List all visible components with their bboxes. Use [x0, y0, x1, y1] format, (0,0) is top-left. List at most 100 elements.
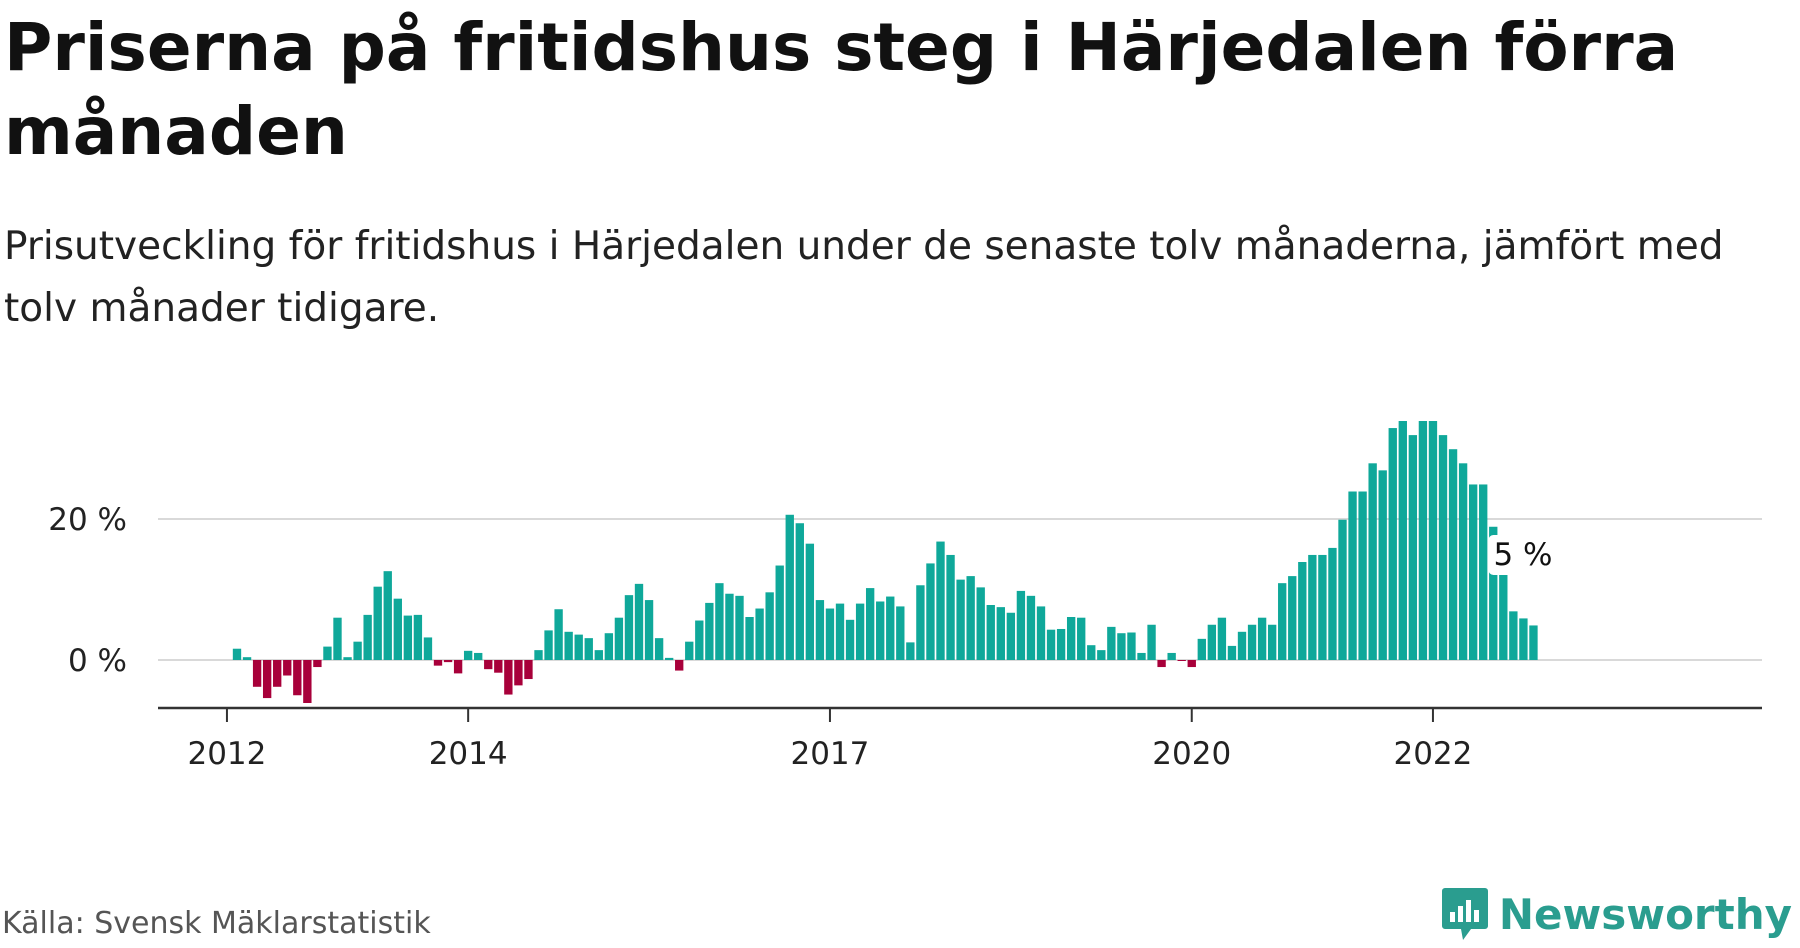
bar: [675, 660, 684, 671]
x-tick-label: 2014: [429, 736, 508, 772]
bar: [484, 660, 493, 670]
bar: [1257, 617, 1267, 660]
bar: [1398, 421, 1407, 660]
bar: [1448, 449, 1458, 660]
bar: [1077, 617, 1086, 660]
bar: [1368, 463, 1377, 660]
bar: [1267, 624, 1277, 660]
bar: [1127, 632, 1136, 660]
bar: [1187, 660, 1196, 668]
bar: [293, 660, 302, 696]
bar: [1006, 612, 1016, 660]
chart-title: Priserna på fritidshus steg i Härjedalen…: [4, 9, 1679, 170]
bar: [1197, 638, 1206, 660]
bar: [685, 641, 694, 660]
bar: [413, 614, 423, 660]
bar: [1338, 519, 1347, 660]
bar: [725, 593, 734, 660]
bar: [313, 660, 322, 668]
bar: [906, 642, 915, 661]
bar: [584, 638, 593, 660]
bar: [755, 608, 764, 660]
bar: [1418, 421, 1428, 660]
bar: [574, 634, 583, 660]
bar: [353, 641, 362, 660]
bar: [1137, 652, 1146, 660]
bar: [956, 579, 965, 660]
bar: [474, 652, 483, 660]
bar: [896, 606, 905, 660]
bar: [614, 617, 624, 660]
bar: [886, 596, 895, 660]
bar: [1247, 624, 1257, 660]
bar: [1318, 554, 1327, 660]
newsworthy-logo-icon: [1441, 888, 1488, 940]
bar: [1066, 617, 1076, 660]
bar: [1529, 625, 1538, 660]
bar: [504, 660, 513, 695]
bar: [835, 603, 845, 660]
bar: [1237, 631, 1247, 660]
bar: [1147, 624, 1156, 660]
bar: [373, 586, 382, 660]
bar: [705, 602, 714, 660]
y-tick-label: 0 %: [68, 643, 127, 679]
bar-chart: 0 % 20 % 2012 2014 2017 2020 2022 5 %: [48, 421, 1762, 772]
bar: [634, 583, 644, 660]
bar: [1519, 618, 1528, 660]
bar: [966, 576, 975, 660]
bar: [1207, 624, 1217, 660]
bar: [1308, 554, 1317, 660]
bar: [936, 541, 945, 660]
bar: [1157, 660, 1166, 668]
bar: [1489, 526, 1498, 660]
bar: [1177, 660, 1186, 661]
bar: [845, 619, 855, 660]
bar: [1056, 628, 1066, 660]
bar: [1428, 421, 1438, 660]
bar: [1438, 435, 1448, 660]
bar: [594, 650, 603, 660]
bar: [1227, 645, 1237, 660]
bar: [1046, 629, 1056, 660]
bar: [534, 650, 543, 660]
bar: [865, 588, 875, 660]
bar: [524, 660, 533, 680]
bar: [815, 600, 825, 660]
bar: [795, 523, 804, 660]
bar: [1458, 463, 1468, 660]
bar: [1117, 633, 1126, 660]
chart-subtitle: Prisutveckling för fritidshus i Härjedal…: [4, 224, 1724, 331]
bar: [664, 657, 674, 660]
bar: [443, 660, 453, 663]
bar: [1217, 617, 1227, 660]
bar: [654, 638, 664, 660]
bar: [996, 607, 1005, 661]
y-tick-label: 20 %: [48, 502, 127, 538]
bar: [273, 660, 282, 687]
bar: [1348, 491, 1357, 660]
bar: [262, 660, 272, 699]
source-note: Källa: Svensk Mäklarstatistik: [2, 906, 431, 941]
bar: [494, 660, 503, 673]
bar: [514, 660, 523, 686]
bar: [604, 633, 614, 660]
bar: [564, 631, 573, 660]
bar: [1278, 583, 1287, 660]
x-tick-label: 2020: [1152, 736, 1231, 772]
bar: [644, 600, 654, 660]
bar: [1408, 435, 1418, 660]
bar: [855, 603, 865, 660]
bar: [1298, 562, 1307, 660]
bar: [715, 583, 724, 660]
bar: [453, 660, 463, 674]
x-tick-label: 2022: [1393, 736, 1472, 772]
bar: [805, 543, 815, 660]
bar: [393, 598, 402, 660]
bar: [876, 601, 885, 660]
end-annotation: 5 %: [1488, 535, 1558, 576]
bar: [232, 648, 242, 660]
bar: [1026, 595, 1036, 660]
bar: [1358, 491, 1367, 660]
brand-name: Newsworthy: [1498, 889, 1792, 939]
